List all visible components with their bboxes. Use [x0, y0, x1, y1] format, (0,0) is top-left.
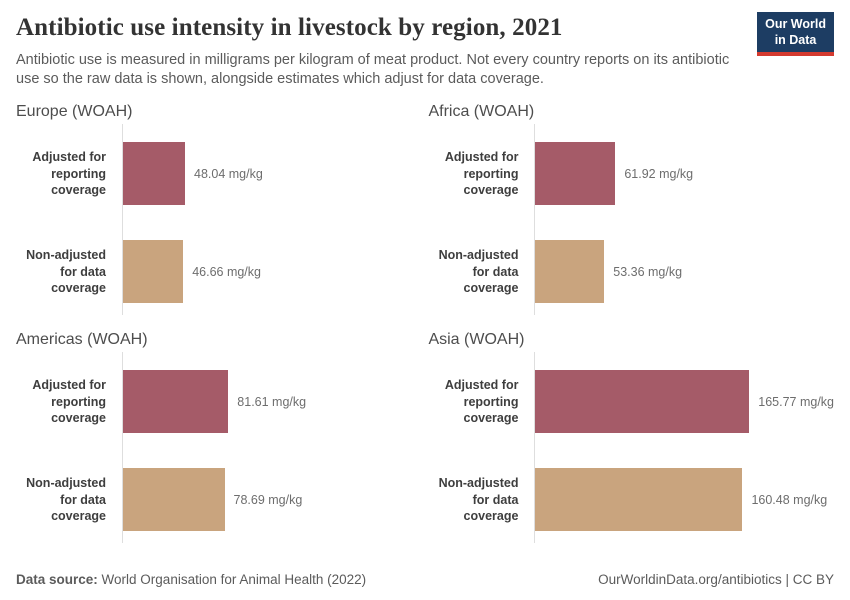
value-label: 61.92 mg/kg: [624, 166, 694, 181]
category-label: Adjusted for reporting coverage: [32, 150, 106, 197]
bar-row: Non-adjusted for data coverage 53.36 mg/k…: [428, 240, 834, 304]
facet-title: Europe (WOAH): [16, 103, 133, 121]
value-label: 46.66 mg/kg: [192, 264, 261, 279]
owid-url-link[interactable]: OurWorldinData.org/antibiotics | CC BY: [598, 572, 834, 587]
chart-title: Antibiotic use intensity in livestock by…: [16, 14, 563, 41]
data-source-value: World Organisation for Animal Health (20…: [101, 572, 367, 587]
y-axis-line: [122, 124, 123, 316]
bar-non_adjusted[interactable]: [535, 240, 605, 304]
chart-header: Antibiotic use intensity in livestock by…: [16, 12, 834, 89]
category-label: Adjusted for reporting coverage: [32, 378, 106, 425]
chart-footer: Data source: World Organisation for Anim…: [16, 572, 834, 587]
panel-plot-area: Adjusted for reporting coverage 165.77 mg…: [428, 352, 834, 544]
bar-non_adjusted[interactable]: [123, 240, 184, 304]
bar-adjusted[interactable]: [535, 142, 616, 206]
value-label: 78.69 mg/kg: [233, 492, 303, 507]
panel-plot-area: Adjusted for reporting coverage 48.04 mg/…: [16, 124, 408, 316]
bar-track: 81.61 mg/kg: [123, 370, 408, 434]
bar-row: Non-adjusted for data coverage 78.69 mg/k…: [16, 468, 408, 532]
category-label: Non-adjusted for data coverage: [26, 476, 106, 523]
chart-subtitle: Antibiotic use is measured in milligrams…: [16, 52, 730, 88]
bar-adjusted[interactable]: [123, 142, 185, 206]
facet-title: Asia (WOAH): [428, 331, 525, 349]
category-label: Non-adjusted for data coverage: [438, 476, 519, 523]
facet-title: Americas (WOAH): [16, 331, 148, 349]
bar-row: Adjusted for reporting coverage 61.92 mg/…: [428, 142, 834, 206]
y-axis-line: [534, 124, 536, 316]
bar-row: Adjusted for reporting coverage 81.61 mg/…: [16, 370, 408, 434]
facet-grid: Europe (WOAH) Adjusted for reporting cove…: [16, 103, 834, 544]
value-label: 165.77 mg/kg: [758, 394, 834, 409]
value-label: 160.48 mg/kg: [751, 492, 828, 507]
panel-plot-area: Adjusted for reporting coverage 81.61 mg/…: [16, 352, 408, 544]
bar-track: 46.66 mg/kg: [123, 240, 408, 304]
y-axis-line: [122, 352, 123, 544]
category-label: Non-adjusted for data coverage: [438, 248, 519, 295]
bar-non_adjusted[interactable]: [535, 468, 743, 532]
y-axis-line: [534, 352, 536, 544]
value-label: 81.61 mg/kg: [237, 394, 307, 409]
data-source-note: Data source: World Organisation for Anim…: [16, 572, 366, 587]
owid-logo[interactable]: Our World in Data: [757, 12, 834, 57]
facet-panel-europe: Europe (WOAH) Adjusted for reporting cove…: [16, 103, 408, 316]
bar-track: 78.69 mg/kg: [123, 468, 408, 532]
value-label: 48.04 mg/kg: [194, 166, 263, 181]
facet-panel-asia: Asia (WOAH) Adjusted for reporting covera…: [428, 331, 834, 544]
facet-title: Africa (WOAH): [428, 103, 535, 121]
category-label: Adjusted for reporting coverage: [444, 150, 519, 197]
category-label: Adjusted for reporting coverage: [444, 378, 519, 425]
bar-row: Adjusted for reporting coverage 48.04 mg/…: [16, 142, 408, 206]
facet-panel-africa: Africa (WOAH) Adjusted for reporting cove…: [428, 103, 834, 316]
facet-panel-americas: Americas (WOAH) Adjusted for reporting co…: [16, 331, 408, 544]
value-label: 53.36 mg/kg: [613, 264, 683, 279]
bar-row: Non-adjusted for data coverage 160.48 mg/…: [428, 468, 834, 532]
bar-adjusted[interactable]: [123, 370, 229, 434]
bar-adjusted[interactable]: [535, 370, 750, 434]
owid-logo-line2: in Data: [774, 32, 817, 47]
owid-logo-line1: Our World: [765, 17, 826, 31]
bar-track: 48.04 mg/kg: [123, 142, 408, 206]
bar-track: 61.92 mg/kg: [535, 142, 834, 206]
bar-non_adjusted[interactable]: [123, 468, 225, 532]
bar-row: Adjusted for reporting coverage 165.77 mg…: [428, 370, 834, 434]
category-label: Non-adjusted for data coverage: [26, 248, 106, 295]
data-source-label: Data source:: [16, 572, 98, 587]
bar-row: Non-adjusted for data coverage 46.66 mg/k…: [16, 240, 408, 304]
bar-track: 53.36 mg/kg: [535, 240, 834, 304]
panel-plot-area: Adjusted for reporting coverage 61.92 mg/…: [428, 124, 834, 316]
bar-track: 165.77 mg/kg: [535, 370, 834, 434]
bar-track: 160.48 mg/kg: [535, 468, 834, 532]
